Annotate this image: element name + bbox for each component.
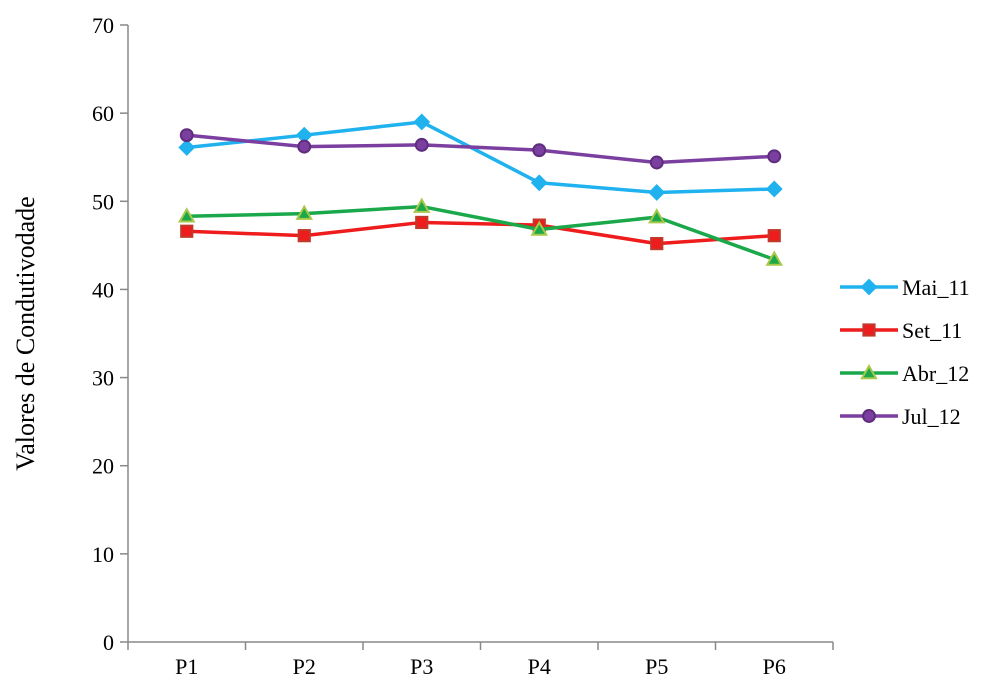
data-point [178,139,196,156]
x-tick-label: P3 [410,654,433,677]
data-point [180,224,194,238]
series-group [178,113,783,266]
data-point [648,184,666,201]
series-line [186,120,775,195]
legend-label: Set_11 [902,318,962,343]
data-point [413,197,431,213]
y-tick-label: 30 [92,366,114,391]
data-point [648,208,666,224]
x-tick-label: P2 [293,654,316,677]
data-point [297,229,311,243]
data-point [765,180,783,198]
y-tick-label: 10 [92,542,114,567]
y-tick-label: 60 [92,101,114,126]
series-line [186,133,775,165]
y-axis-title: Valores de Condutivodade [11,196,40,470]
series-line [186,204,775,262]
x-tick-label: P6 [763,654,786,677]
data-point [650,236,664,251]
data-point [532,143,547,158]
legend-label: Mai_11 [902,275,970,300]
legend-item: Jul_12 [840,404,961,429]
data-point [414,137,429,152]
legend-swatch-marker [862,409,876,423]
data-point [178,207,196,223]
data-point [530,174,548,192]
y-tick-label: 40 [92,277,114,302]
legend-label: Jul_12 [902,404,961,429]
legend-swatch-marker [860,278,878,296]
legend: Mai_11 Set_11 Abr_12 Jul_12 [840,275,970,429]
series-Mai_11 [178,113,783,201]
x-ticks: P1 P2 P3 P4 P5 P6 [127,642,834,679]
legend-item: Abr_12 [840,361,969,386]
axes: 0 10 20 30 40 50 60 70 P1 P2 P3 P4 P5 P6 [92,13,834,679]
series-Jul_12 [179,128,782,170]
data-point [765,250,783,266]
legend-label: Abr_12 [902,361,969,386]
data-point [767,149,782,164]
legend-swatch-marker [860,363,878,380]
data-point [297,139,312,154]
y-tick-label: 70 [92,13,114,38]
y-tick-label: 50 [92,189,114,214]
x-tick-label: P4 [528,654,551,677]
x-tick-label: P1 [175,654,198,677]
series-Abr_12 [178,197,783,266]
x-tick-label: P5 [645,654,668,677]
data-point [179,128,194,143]
data-point [413,113,431,131]
y-ticks: 0 10 20 30 40 50 60 70 [92,13,128,655]
series-line [186,220,775,246]
data-point [767,229,781,243]
series-Set_11 [180,215,781,251]
legend-item: Set_11 [840,318,962,343]
data-point [530,220,548,236]
data-point [295,204,313,220]
data-point [415,215,429,230]
y-tick-label: 20 [92,454,114,479]
legend-item: Mai_11 [840,275,970,300]
data-point [649,155,664,170]
y-tick-label: 0 [103,630,114,655]
legend-swatch-marker [862,323,876,337]
